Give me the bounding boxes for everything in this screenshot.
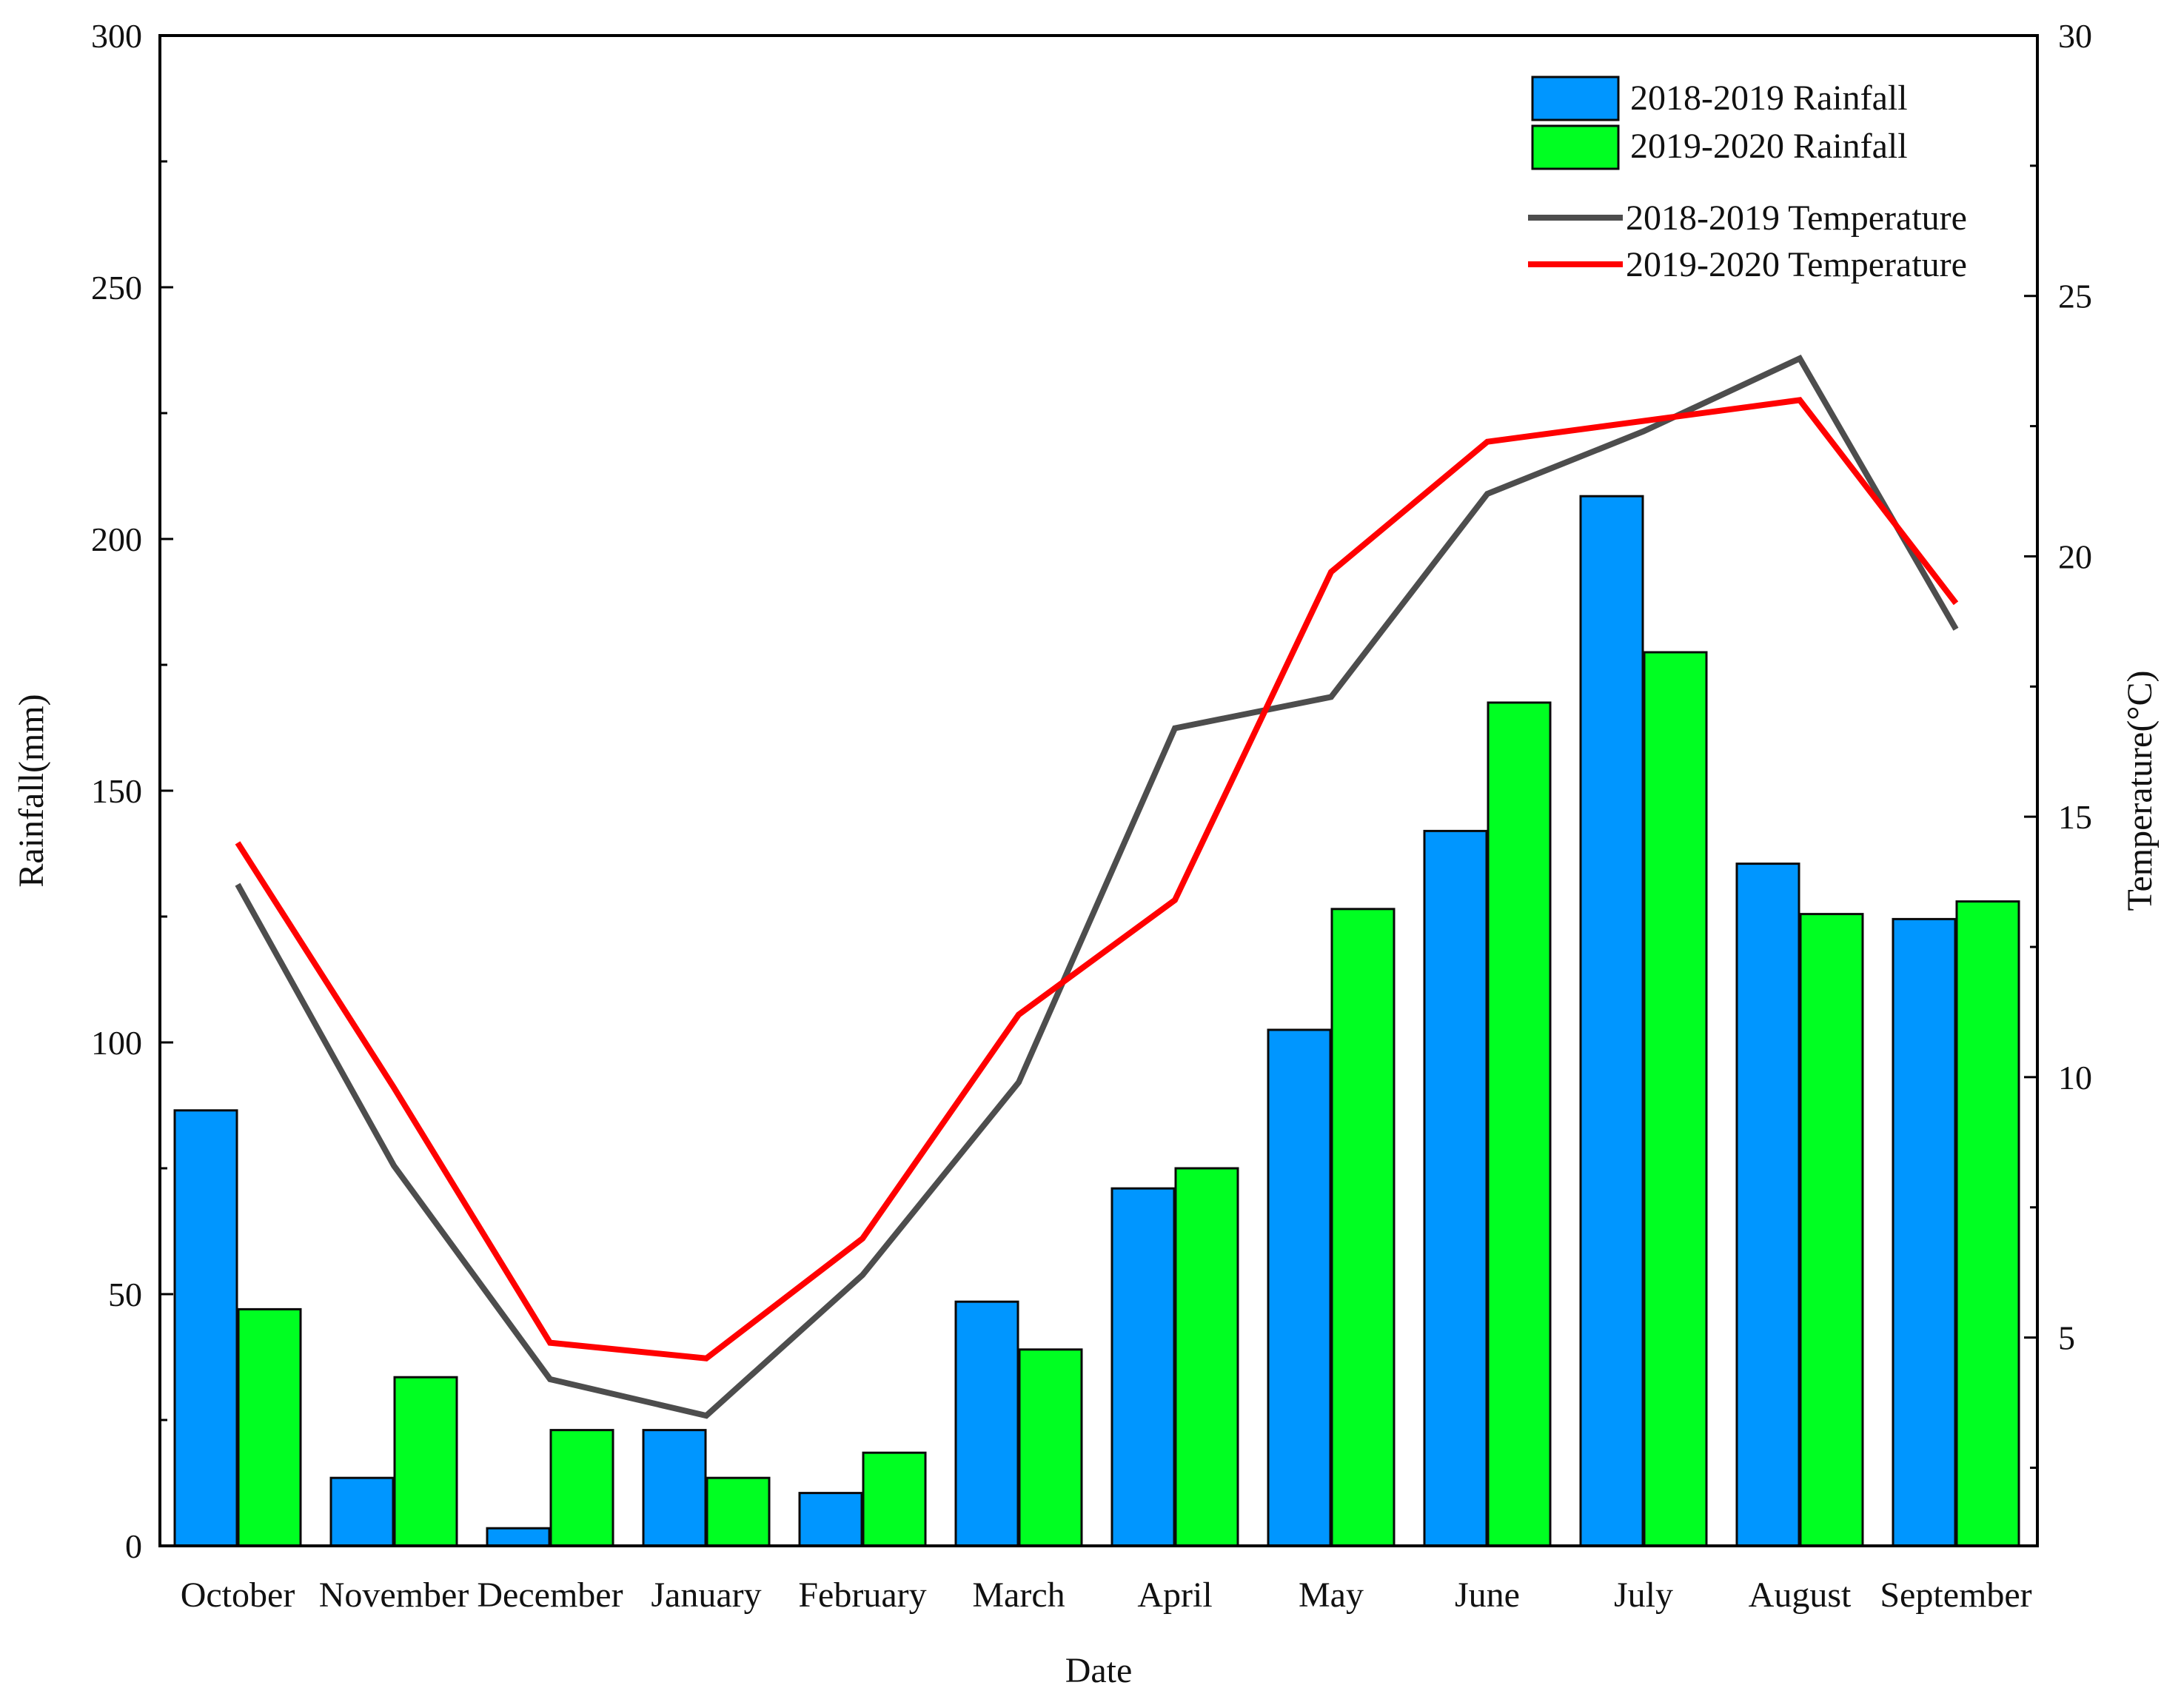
bar-rain-2018-march bbox=[954, 1300, 1019, 1547]
y-tick-label: 0 bbox=[125, 1527, 142, 1565]
y-tick-label: 150 bbox=[91, 772, 142, 810]
y-tick-label: 250 bbox=[91, 269, 142, 307]
bar-rain-2019-june bbox=[1487, 701, 1552, 1547]
bar-rain-2018-april bbox=[1110, 1187, 1176, 1547]
y2-tick-label: 30 bbox=[2058, 17, 2092, 55]
y-tick-label: 300 bbox=[91, 17, 142, 55]
legend-label-temp-2019: 2019-2020 Temperature bbox=[1626, 245, 1967, 284]
bar-rain-2019-july bbox=[1643, 651, 1708, 1547]
x-tick-label-may: May bbox=[1299, 1575, 1364, 1615]
bar-rain-2018-july bbox=[1579, 495, 1644, 1547]
bar-rain-2018-november bbox=[329, 1476, 395, 1547]
x-tick-label-september: September bbox=[1880, 1575, 2031, 1615]
bar-rain-2019-december bbox=[549, 1429, 614, 1547]
y2-axis-title: Temperature(°C) bbox=[2120, 670, 2160, 911]
y2-tick-label: 25 bbox=[2058, 278, 2092, 315]
legend-swatch-rain-2019 bbox=[1531, 124, 1620, 170]
bar-rain-2019-february bbox=[862, 1451, 927, 1547]
bar-rain-2019-march bbox=[1018, 1348, 1083, 1547]
bar-rain-2018-october bbox=[173, 1109, 238, 1547]
bar-rain-2019-october bbox=[237, 1307, 302, 1547]
x-tick-label-march: March bbox=[972, 1575, 1065, 1615]
bar-rain-2019-august bbox=[1799, 913, 1864, 1547]
y2-tick-label: 5 bbox=[2058, 1319, 2075, 1357]
x-tick-label-july: July bbox=[1614, 1575, 1673, 1615]
y2-tick-label: 10 bbox=[2058, 1059, 2092, 1096]
x-tick-label-december: December bbox=[477, 1575, 623, 1615]
bar-rain-2018-june bbox=[1423, 829, 1488, 1547]
x-tick-label-february: February bbox=[798, 1575, 926, 1615]
bar-rain-2018-may bbox=[1267, 1028, 1332, 1547]
legend: 2018-2019 Rainfall 2019-2020 Rainfall 20… bbox=[1528, 76, 1967, 284]
bar-rain-2018-january bbox=[642, 1429, 707, 1547]
temperature-lines-layer bbox=[235, 354, 1959, 1419]
y-tick-label: 100 bbox=[91, 1024, 142, 1062]
bar-rain-2018-august bbox=[1735, 863, 1800, 1547]
y2-tick-label: 15 bbox=[2058, 798, 2092, 836]
bar-rain-2019-november bbox=[393, 1376, 458, 1547]
x-tick-label-november: November bbox=[319, 1575, 469, 1615]
legend-label-temp-2018: 2018-2019 Temperature bbox=[1626, 198, 1967, 238]
x-axis-title: Date bbox=[1065, 1651, 1133, 1690]
bar-rain-2019-may bbox=[1330, 908, 1396, 1547]
bar-rain-2018-september bbox=[1892, 917, 1957, 1547]
line-temp-2019 bbox=[235, 397, 1959, 1362]
bar-rain-2019-september bbox=[1955, 900, 2020, 1547]
ticks-layer: 0 50 100 150 200 250 300 5 10 15 20 25 30 October Nove… bbox=[91, 17, 2092, 1615]
bar-rain-2019-april bbox=[1174, 1167, 1239, 1547]
y-axis-title: Rainfall(mm) bbox=[12, 694, 51, 887]
y-tick-label: 200 bbox=[91, 520, 142, 558]
bar-rain-2018-december bbox=[486, 1527, 551, 1547]
legend-label-rain-2018: 2018-2019 Rainfall bbox=[1630, 78, 1908, 118]
y-tick-label: 50 bbox=[108, 1276, 142, 1313]
x-tick-label-april: April bbox=[1137, 1575, 1212, 1615]
legend-label-rain-2019: 2019-2020 Rainfall bbox=[1630, 127, 1908, 166]
y2-tick-label: 20 bbox=[2058, 537, 2092, 575]
bar-rain-2018-february bbox=[798, 1492, 863, 1547]
x-tick-label-october: October bbox=[181, 1575, 295, 1615]
x-tick-label-january: January bbox=[651, 1575, 761, 1615]
x-tick-label-june: June bbox=[1455, 1575, 1520, 1615]
bar-rain-2019-january bbox=[706, 1476, 771, 1547]
x-tick-label-august: August bbox=[1749, 1575, 1852, 1615]
legend-swatch-rain-2018 bbox=[1531, 76, 1620, 121]
bars-layer bbox=[173, 495, 2020, 1547]
